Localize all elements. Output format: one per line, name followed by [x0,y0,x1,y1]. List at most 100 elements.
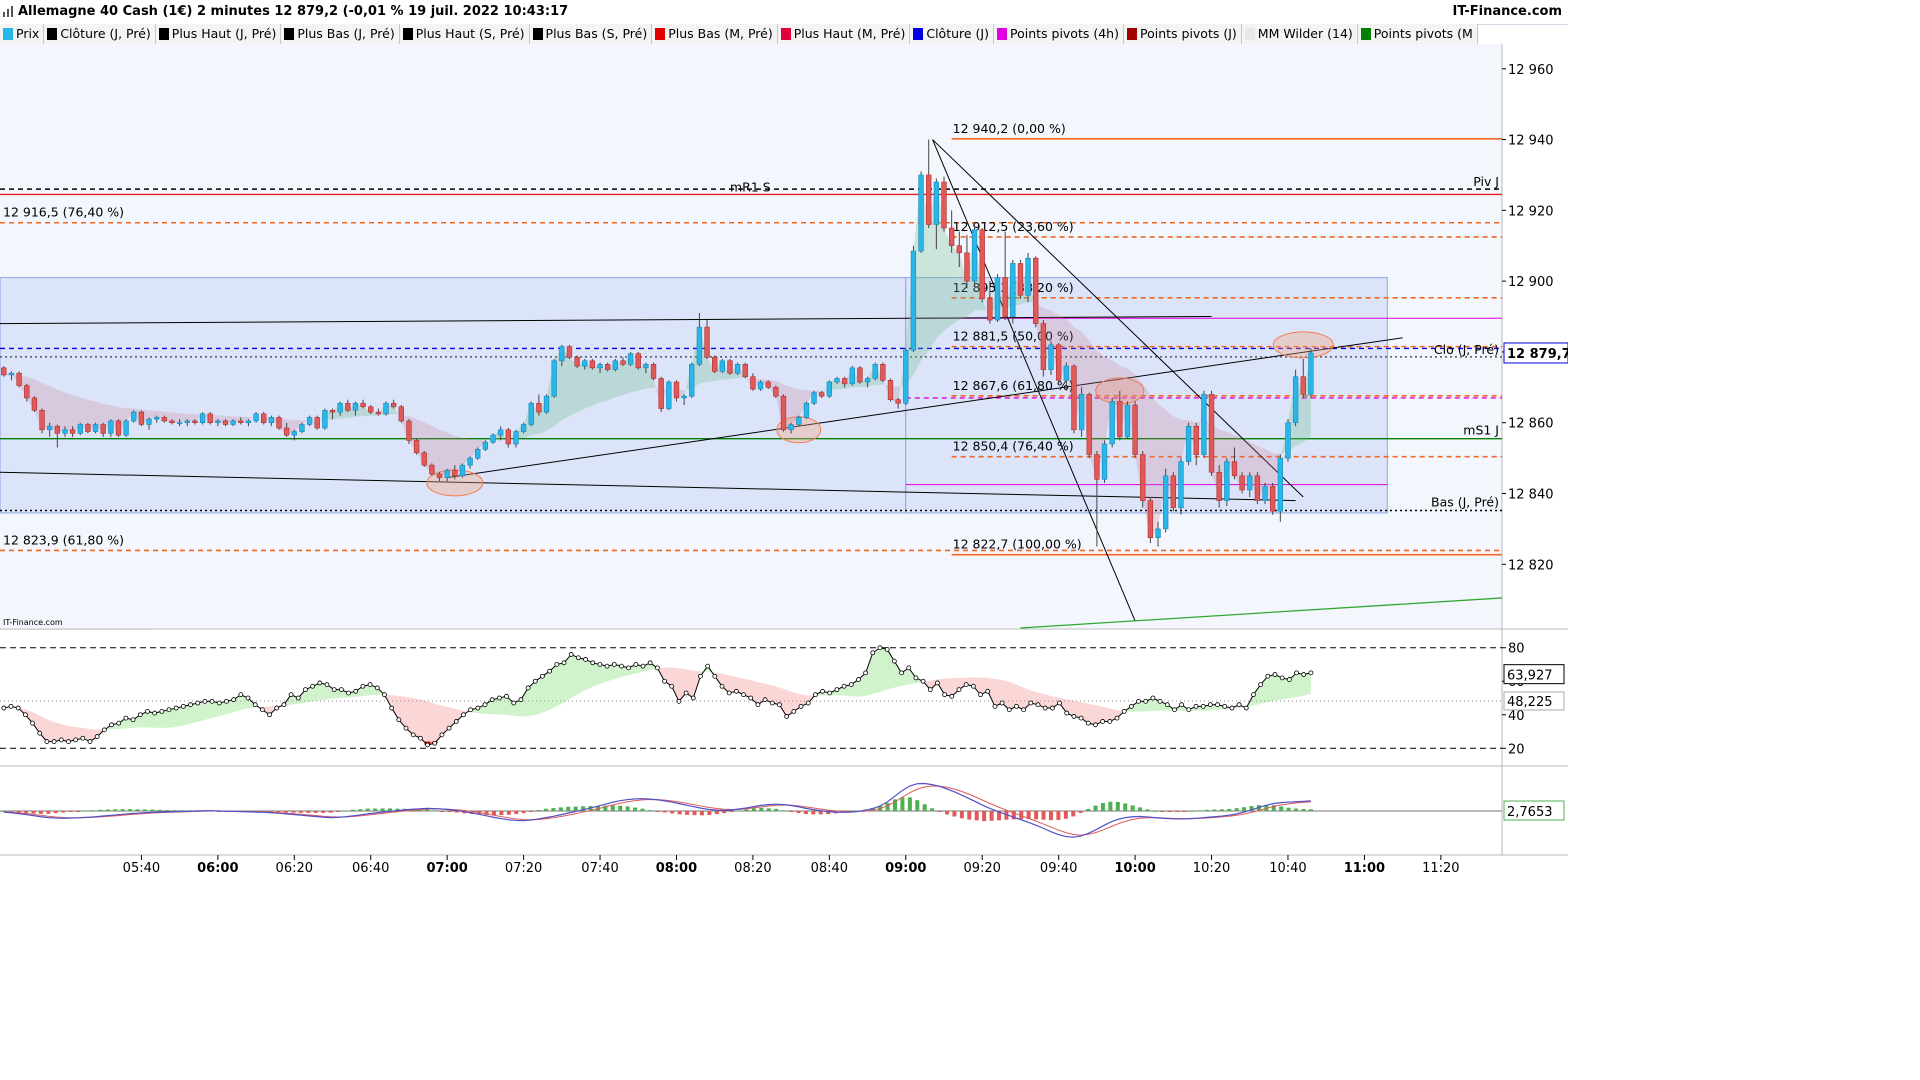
legend-item-0[interactable]: Prix [0,24,45,44]
rsi-point [30,720,35,726]
wilder-band [149,410,157,420]
rsi-value-box [1503,664,1565,685]
candle [146,418,152,425]
macd-histogram-bar [915,800,920,811]
legend-item-12[interactable]: Points pivots (M [1357,24,1478,44]
macd-histogram-bar [150,809,155,811]
rsi-point [109,722,114,728]
wilder-band [64,392,73,434]
legend-item-6[interactable]: Plus Bas (M, Pré) [652,24,778,44]
macd-histogram-bar [1182,811,1187,812]
macd-histogram-bar [105,809,110,811]
macd-histogram-bar [581,806,586,811]
legend-item-9[interactable]: Points pivots (4h) [993,24,1124,44]
rsi-tma-band [520,687,529,717]
legend-swatch [158,28,169,40]
candle [192,420,198,424]
macd-histogram-bar [707,811,712,815]
rsi-point [942,692,948,698]
candle [1055,344,1062,381]
legend-item-5[interactable]: Plus Bas (S, Pré) [529,24,653,44]
rsi-point [1207,702,1213,708]
rsi-point [1006,707,1012,713]
macd-histogram-bar [261,811,266,812]
wilder-band [791,387,799,425]
rsi-tma-band [872,647,880,694]
candle [1254,475,1261,501]
wilder-band [470,439,478,459]
candle [1078,394,1085,431]
legend-item-3[interactable]: Plus Bas (J, Pré) [281,24,400,44]
macd-histogram-bar [24,811,29,813]
candle [742,364,748,378]
candle [796,417,802,425]
rsi-tma-band [1088,703,1096,725]
candle [1094,454,1100,480]
brand-label[interactable]: IT-Finance.com [1452,4,1562,19]
legend-item-7[interactable]: Plus Haut (M, Pré) [777,24,911,44]
rsi-point [173,705,179,711]
y-tick-label: 12 960 [1508,63,1554,78]
rsi-point [1265,673,1271,679]
rsi-tma-band [585,659,593,690]
macd-histogram-bar [1071,811,1076,817]
macd-histogram-bar [1,811,6,812]
legend-item-4[interactable]: Plus Haut (S, Pré) [399,24,530,44]
rsi-tma-band [1138,701,1146,712]
rsi-tma-band [298,689,306,704]
rsi-tma-band [492,698,500,715]
candle [1201,394,1207,455]
rsi-point [1186,707,1192,713]
legend-swatch [3,28,13,40]
macd-histogram-bar [1078,811,1083,813]
wilder-band [439,429,448,478]
legend-swatch [284,28,295,40]
rsi-tma-band [958,677,967,690]
legend-item-8[interactable]: Clôture (J) [910,24,994,44]
candle [650,364,657,379]
chart-canvas[interactable]: 12 916,5 (76,40 %) 12 823,9 (61,80 %) 12 9… [0,0,1568,882]
legend-item-11[interactable]: MM Wilder (14) [1241,24,1358,44]
macd-histogram-bar [796,811,801,813]
candle [1208,394,1215,473]
rsi-tma-band [118,718,126,729]
candle [1002,277,1008,317]
rsi-tma-band [571,654,579,698]
candle [360,402,366,408]
legend-item-10[interactable]: Points pivots (J) [1123,24,1242,44]
y-tick-label: 12 920 [1508,204,1554,219]
rsi-tma-band [1045,694,1053,709]
rsi-point [698,673,703,679]
rsi-point [281,702,287,708]
candle [276,417,282,429]
legend-label: Clôture (J, Pré) [60,26,151,41]
rsi-point [87,739,93,744]
rsi-point [1251,692,1256,698]
rsi-point [360,683,366,689]
legend-item-2[interactable]: Plus Haut (J, Pré) [155,24,282,44]
rsi-point [640,663,646,669]
rsi-point [532,678,538,684]
rsi-tma-band [879,647,888,692]
rsi-point [1100,719,1106,724]
rsi-tma-band [197,701,205,722]
wilder-band [57,389,65,434]
macd-histogram-bar [1279,806,1284,811]
rsi-point [1107,719,1113,724]
legend-item-1[interactable]: Clôture (J, Pré) [44,24,156,44]
rsi-point [748,695,754,701]
rsi-point [446,725,452,731]
rsi-point [518,697,524,703]
rsi-point [1114,715,1120,721]
last-price-box [1503,342,1568,364]
macd-histogram-bar [336,811,341,812]
macd-histogram-bar [1160,811,1165,812]
candle [222,420,229,425]
rsi-tma-band [772,685,780,705]
wilder-band [615,360,623,398]
rsi-tma-band [614,664,622,680]
candle [1025,257,1031,296]
candle [85,424,91,432]
macd-histogram-bar [677,811,682,815]
rsi-tma-band [1160,701,1168,711]
